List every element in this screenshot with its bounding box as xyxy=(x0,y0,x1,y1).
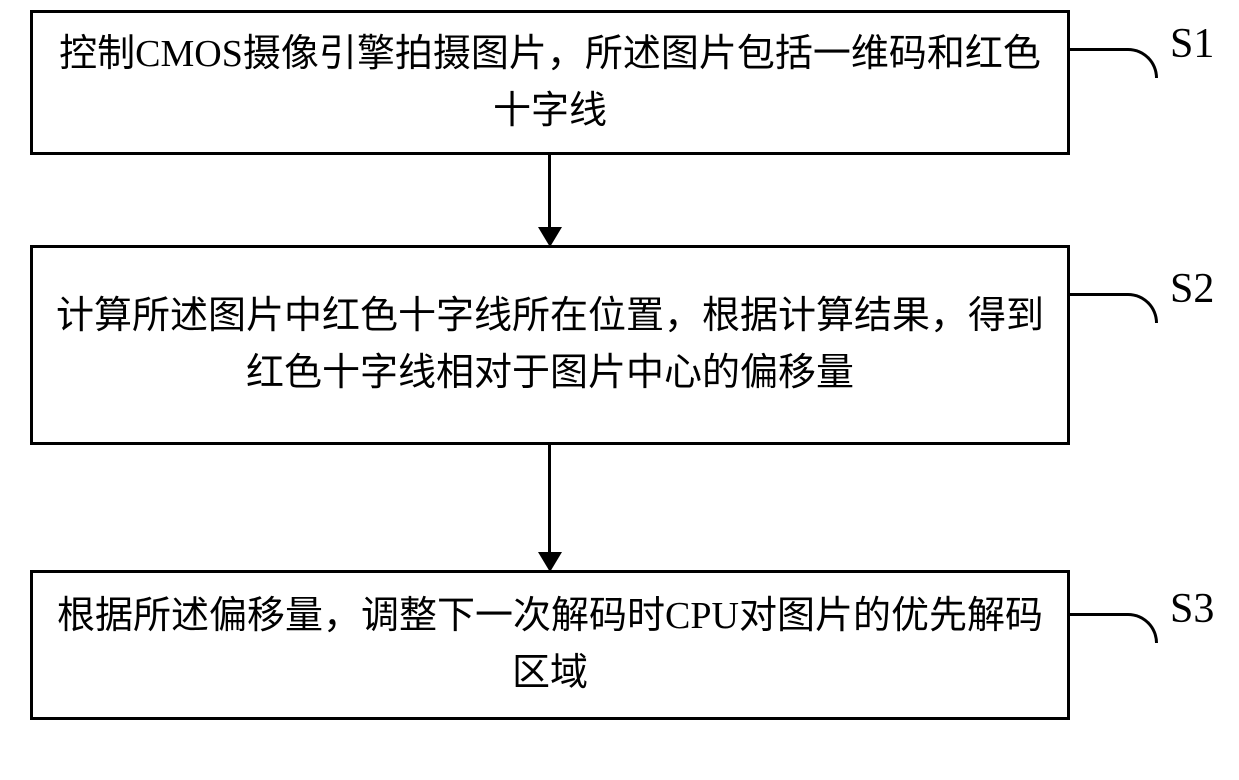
flow-box-s2-text: 计算所述图片中红色十字线所在位置，根据计算结果，得到红色十字线相对于图片中心的偏… xyxy=(53,288,1047,402)
connector-s3 xyxy=(1070,613,1158,643)
flow-box-s3: 根据所述偏移量，调整下一次解码时CPU对图片的优先解码区域 xyxy=(30,570,1070,720)
flow-box-s1-text: 控制CMOS摄像引擎拍摄图片，所述图片包括一维码和红色十字线 xyxy=(53,26,1047,140)
flow-box-s2: 计算所述图片中红色十字线所在位置，根据计算结果，得到红色十字线相对于图片中心的偏… xyxy=(30,245,1070,445)
label-s1: S1 xyxy=(1170,20,1214,68)
flow-box-s1: 控制CMOS摄像引擎拍摄图片，所述图片包括一维码和红色十字线 xyxy=(30,10,1070,155)
arrow-s2-s3 xyxy=(548,445,551,570)
label-s2: S2 xyxy=(1170,265,1214,313)
label-s3: S3 xyxy=(1170,585,1214,633)
flow-box-s3-text: 根据所述偏移量，调整下一次解码时CPU对图片的优先解码区域 xyxy=(53,588,1047,702)
arrow-s1-s2 xyxy=(548,155,551,245)
connector-s1 xyxy=(1070,48,1158,78)
connector-s2 xyxy=(1070,293,1158,323)
